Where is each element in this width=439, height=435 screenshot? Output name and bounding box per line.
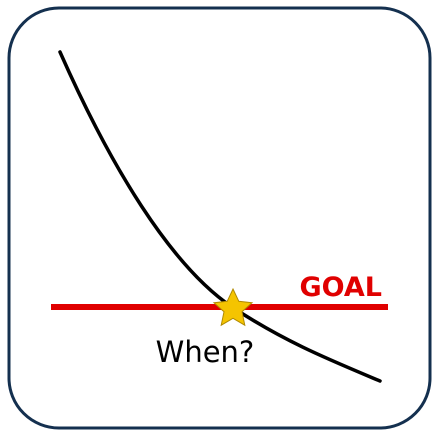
declining-curve	[58, 50, 382, 383]
when-question-label: When?	[156, 335, 255, 369]
goal-label: GOAL	[300, 272, 383, 303]
star-icon	[212, 287, 254, 327]
rounded-frame	[7, 6, 432, 430]
